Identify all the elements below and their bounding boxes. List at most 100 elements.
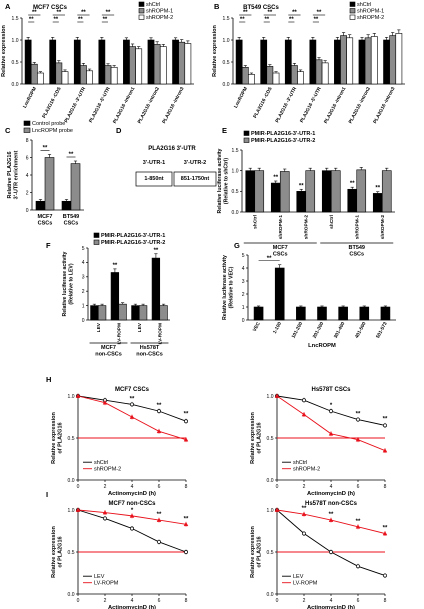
x-tick-label: BT549 (63, 214, 80, 220)
bar-shropm-2 (86, 70, 93, 85)
x-tick-label: PLA2G16 -CDS (252, 85, 274, 119)
bar-pmir-pla2g16-3-utr-1 (321, 170, 332, 213)
sig-label: ** (81, 10, 86, 16)
legend-label: shCtrl (293, 460, 307, 466)
bar-control-probe (61, 200, 72, 211)
point-lev (184, 550, 188, 554)
bar-pmir-pla2g16-3-utr-1 (151, 257, 161, 321)
y-tick-label: 4 (82, 260, 85, 266)
y-axis-label: Relative expression (51, 526, 57, 578)
x-tick-label: shROPM-2 (380, 215, 386, 240)
y-tick-label: 0.0 (12, 82, 19, 88)
bar-shctrl (98, 39, 106, 85)
x-tick-label: shROPM-1 (354, 215, 360, 240)
x-tick-label: CSCs (64, 221, 79, 227)
point-shropm-2 (274, 393, 280, 398)
y-tick-label: 0.5 (223, 60, 230, 66)
point-lev (383, 573, 387, 578)
y-axis-label: (Relative to VEC) (229, 266, 235, 308)
y-axis-label: Relative PLA2G16 (7, 151, 13, 198)
point-shctrl (130, 402, 134, 407)
point-lev (103, 516, 107, 521)
x-tick-label: 1-100 (272, 321, 283, 335)
bar-value (253, 306, 264, 321)
bar-shropm-1 (178, 41, 186, 85)
x-tick-label: 8 (185, 598, 188, 604)
bar-value (296, 306, 306, 321)
y-tick-label: 1.0 (223, 38, 230, 44)
y-tick-label: 2 (242, 292, 245, 298)
x-tick-label: 0 (77, 484, 80, 490)
bar-shropm-2 (159, 46, 167, 85)
point-shropm-2 (102, 400, 108, 405)
sig-label: ** (43, 145, 48, 151)
panel-letter: D (116, 126, 122, 135)
legend-label: shROPM-2 (293, 467, 320, 473)
group-label: CSCs (273, 252, 288, 258)
bar-pmir-pla2g16-3-utr-2 (254, 170, 265, 213)
group-label: MCF7 (101, 345, 116, 351)
legend-label: shROPM-1 (146, 9, 173, 15)
x-tick-label: 301-400 (333, 321, 347, 340)
x-tick-label: PLA2G16 -5'-UTR (299, 86, 323, 124)
y-tick-label: 1.0 (68, 394, 75, 400)
x-tick-label: 4 (131, 598, 134, 604)
panel-letter: A (5, 2, 11, 11)
x-tick-label: shCtrl (252, 215, 258, 229)
bar-shropm-2 (272, 72, 280, 85)
x-axis-label: ActinomycinD (h) (307, 491, 355, 497)
sig-label: ** (184, 412, 189, 418)
bar-shropm-1 (315, 59, 323, 85)
x-tick-label: PLA2G16 -intron3 (161, 86, 185, 125)
panel-title: Hs578T non-CSCs (305, 501, 358, 507)
bar-pmir-pla2g16-3-utr-2 (159, 305, 168, 321)
bar-shropm-1 (340, 35, 347, 85)
y-tick-label: 0.0 (232, 210, 239, 216)
x-tick-label: shROPM-1 (278, 215, 284, 240)
x-tick-label: 4 (330, 484, 333, 490)
sig-label: ** (356, 519, 361, 525)
x-tick-label: MCF7 (38, 214, 53, 220)
bar-shropm-1 (241, 66, 249, 85)
x-tick-label: 2 (303, 598, 306, 604)
x-tick-label: shROPM-2 (303, 215, 309, 240)
table-cell-label: 1-850nt (144, 176, 163, 182)
x-axis-label: LncROPM (308, 343, 336, 349)
bar-control-probe (35, 200, 46, 211)
group-label: Hs578T (140, 345, 160, 351)
bar-value (380, 306, 391, 321)
y-tick-label: 1 (242, 305, 245, 311)
panel-letter: F (46, 241, 51, 250)
x-tick-label: 4 (330, 598, 333, 604)
x-tick-label: PLA2G16 -CDS (41, 85, 63, 119)
group-label: non-CSCs (136, 352, 163, 358)
sig-label: ** (375, 186, 380, 192)
x-tick-label: PLA2G16 -5'-UTR (88, 86, 112, 124)
legend-label: shROPM-1 (357, 9, 384, 15)
bar-pmir-pla2g16-3-utr-1 (110, 272, 120, 321)
legend-label: LEV (293, 574, 304, 580)
sig-label: ** (302, 506, 307, 512)
bar-shctrl (383, 39, 390, 85)
bar-pmir-pla2g16-3-utr-2 (356, 169, 367, 213)
x-tick-label: PLA2G16 -3'-UTR (63, 86, 87, 124)
panel-title: BT549 CSCs (243, 5, 279, 11)
point-lev (302, 531, 306, 536)
bar-shctrl (147, 39, 155, 85)
y-tick-label: 0.5 (12, 60, 19, 66)
panel-letter: H (46, 375, 51, 384)
group-label: CSCs (349, 252, 364, 258)
panel-letter: C (5, 126, 11, 135)
bar-value (338, 306, 348, 321)
sig-label: ** (69, 152, 74, 158)
bar-shropm-2 (370, 36, 378, 85)
x-tick-label: shCtrl (329, 215, 335, 229)
x-tick-label: 501-573 (375, 321, 389, 340)
sig-label: ** (243, 10, 248, 16)
point-shctrl (157, 409, 161, 414)
sig-label: ** (350, 181, 355, 187)
y-tick-label: 0.0 (267, 478, 274, 484)
panel-title: MCF7 CSCs (33, 5, 68, 11)
x-axis-label: ActinomycinD (h) (307, 605, 355, 609)
